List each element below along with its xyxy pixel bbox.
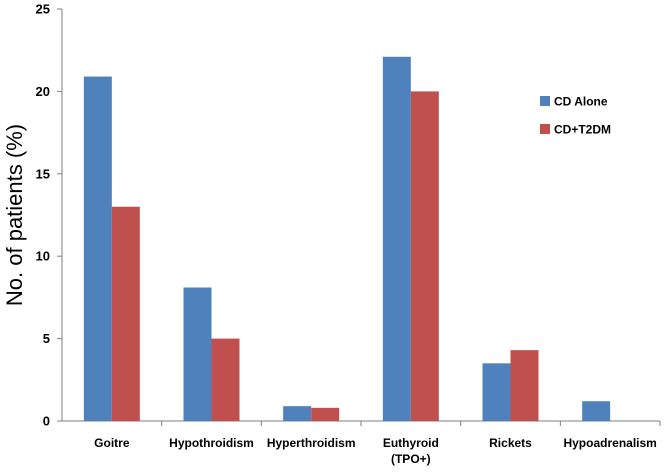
bar-cd-t2dm-1 <box>211 338 240 421</box>
x-category-label: Hypothroidism <box>169 436 254 450</box>
bar-cd-alone-4 <box>482 363 511 421</box>
y-tick-label: 0 <box>43 414 50 429</box>
axes <box>57 8 661 426</box>
y-tick-label: 10 <box>36 249 50 264</box>
y-tick-label: 5 <box>43 331 50 346</box>
bar-cd-alone-0 <box>83 76 112 422</box>
legend-label: CD+T2DM <box>554 123 611 137</box>
legend: CD Alone CD+T2DM <box>540 95 611 137</box>
legend-swatch <box>540 96 550 106</box>
bar-cd-t2dm-3 <box>410 91 439 422</box>
y-tick-label: 20 <box>36 84 50 99</box>
bar-cd-alone-3 <box>382 56 411 422</box>
y-tick-label: 25 <box>36 2 50 17</box>
bar-cd-alone-1 <box>183 287 212 421</box>
y-axis-title: No. of patients (%) <box>2 124 27 306</box>
x-category-label: Hyperthroidism <box>267 436 356 450</box>
bars <box>83 56 611 422</box>
x-category-label: Hypoadrenalism <box>563 436 656 450</box>
x-category-label: Rickets <box>489 436 532 450</box>
labels: 0 5 10 15 20 25 No. of patients (%) Goitre Hypot… <box>2 2 657 467</box>
x-category-label: Goitre <box>94 436 130 450</box>
y-tick-label: 15 <box>36 166 50 181</box>
bar-cd-t2dm-4 <box>510 350 539 421</box>
legend-swatch <box>540 124 550 134</box>
bar-cd-t2dm-2 <box>311 407 340 421</box>
bar-cd-alone-5 <box>582 401 611 421</box>
bar-cd-t2dm-0 <box>111 206 140 421</box>
legend-label: CD Alone <box>554 95 608 109</box>
x-category-label: Euthyroid <box>383 436 439 450</box>
x-category-label: (TPO+) <box>391 452 431 466</box>
bar-cd-alone-2 <box>283 406 312 421</box>
